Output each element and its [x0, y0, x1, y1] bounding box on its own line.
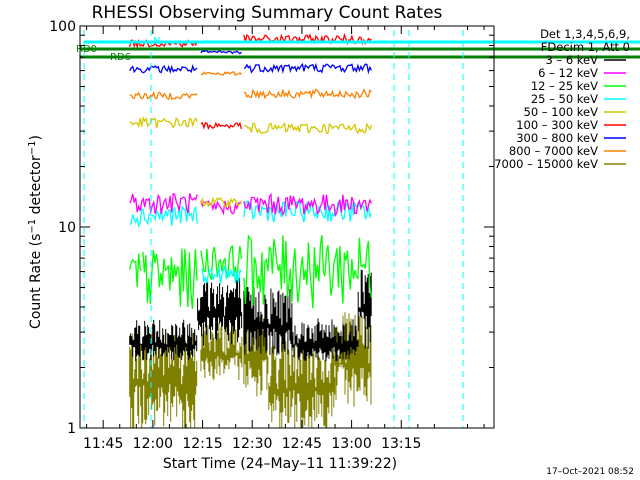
series-b7000-segment [268, 338, 336, 428]
series-b800-segment [200, 71, 242, 76]
legend-entry-label: 50 – 100 keV [524, 105, 599, 119]
x-tick-label: 12:45 [282, 436, 322, 452]
y-tick-label: 100 [49, 19, 76, 35]
x-tick-label: 13:00 [331, 436, 371, 452]
generation-date: 17–Oct–2021 08:52 [546, 467, 634, 477]
legend: Det 1,3,4,5,6,9, FDecim 1, Att 0 3 – 6 k… [494, 27, 630, 171]
x-tick-label: 13:15 [381, 436, 421, 452]
flag-label-n: N [153, 36, 160, 47]
series-b800-segment [243, 88, 372, 100]
series-b12-segment [129, 253, 143, 287]
series-b12-segment [200, 245, 243, 281]
series-b300-segment [200, 49, 242, 55]
legend-entry-label: 6 – 12 keV [538, 66, 598, 80]
chart-title: RHESSI Observing Summary Count Rates [92, 3, 443, 23]
legend-entry-label: 3 – 6 keV [545, 53, 598, 67]
series-b3 [129, 269, 372, 362]
legend-entry-label: 800 – 7000 keV [509, 144, 598, 158]
y-tick-label: 1 [67, 421, 76, 437]
x-tick-label: 11:45 [83, 436, 123, 452]
series-b300-segment [129, 64, 198, 75]
series-b3-segment [357, 269, 372, 349]
flag-label-rd0: RD0 [76, 44, 97, 55]
y-tick-label: 10 [58, 220, 76, 236]
series-b3-segment [129, 319, 198, 362]
series-b100 [129, 32, 372, 131]
x-tick-label: 12:00 [133, 436, 173, 452]
series-b3-segment [197, 278, 243, 346]
legend-entry-label: 300 – 800 keV [516, 131, 598, 145]
axes: 1 10 100 11:45 12:00 12:15 12:30 12:45 13:00 13:1… [49, 19, 495, 452]
series-b7000-segment [200, 320, 243, 380]
series-b50-segment [129, 115, 198, 129]
series-b6-segment [129, 192, 198, 214]
series-b300-segment [243, 62, 372, 75]
series-b100-segment [200, 121, 243, 131]
legend-entry-label: 25 – 50 keV [531, 92, 598, 106]
series-b6-segment [243, 192, 372, 217]
series-b3-segment [243, 286, 293, 356]
plot-frame [79, 25, 495, 429]
legend-entry-label: 12 – 25 keV [531, 79, 598, 93]
series-b800 [129, 71, 372, 101]
y-axis-label: Count Rate (s−1 detector−1) [27, 135, 44, 329]
series-b50-segment [243, 121, 373, 135]
series-b25-segment [129, 204, 198, 229]
legend-header-2: FDecim 1, Att 0 [541, 40, 630, 54]
series-b50 [129, 115, 373, 209]
x-tick-label: 12:30 [232, 436, 272, 452]
series-b12-segment [142, 248, 198, 309]
legend-entry-label: 7000 – 15000 keV [494, 157, 598, 171]
series-b50-segment [200, 196, 242, 209]
series-b100-segment [129, 39, 198, 50]
series-b6-segment [200, 200, 242, 216]
series-b100-segment [243, 32, 372, 46]
legend-header-1: Det 1,3,4,5,6,9, [540, 27, 630, 41]
series-b12-segment [243, 233, 373, 309]
x-axis-label: Start Time (24–May–11 11:39:22) [163, 456, 397, 472]
x-tick-label: 12:15 [182, 436, 222, 452]
series-b7000-segment [129, 328, 198, 428]
flag-layer: RD0 RD6 N [76, 30, 640, 428]
data-series-layer [129, 32, 373, 428]
series-b12 [129, 233, 373, 309]
series-b3-segment [291, 318, 359, 362]
legend-entry-label: 100 – 300 keV [516, 118, 598, 132]
flag-label-rd6: RD6 [110, 52, 131, 63]
series-b6 [129, 192, 372, 217]
series-b800-segment [129, 90, 198, 101]
series-b300 [129, 49, 372, 75]
series-b25-segment [200, 264, 242, 284]
